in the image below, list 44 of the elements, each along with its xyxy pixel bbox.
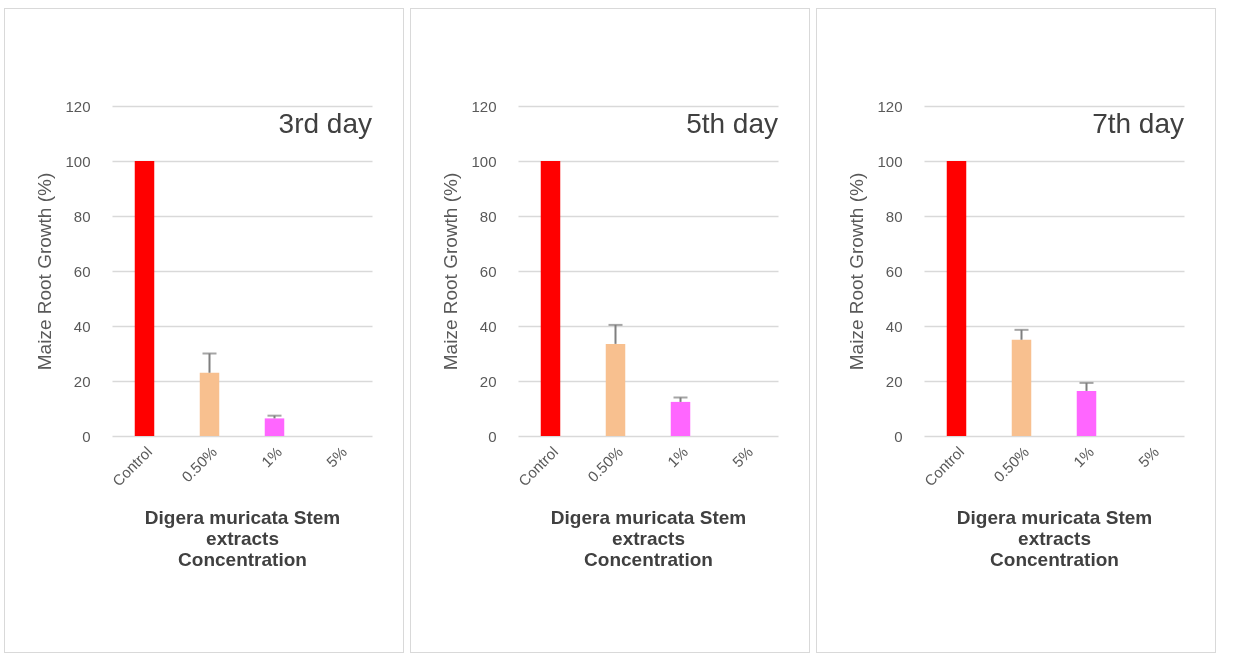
- y-tick-label: 40: [479, 317, 497, 335]
- y-tick-label: 120: [471, 97, 497, 115]
- y-axis-title: Maize Root Growth (%): [846, 172, 868, 371]
- x-tick-label: 1%: [1069, 443, 1098, 471]
- y-tick-label: 100: [471, 152, 497, 170]
- y-axis-title: Maize Root Growth (%): [34, 172, 56, 371]
- y-tick-label: 100: [877, 152, 903, 170]
- y-tick-label: 60: [885, 262, 903, 280]
- x-tick-label: 1%: [257, 443, 286, 471]
- x-tick-label: 1%: [663, 443, 692, 471]
- x-axis-title: Digera muricata Stem extracts Concentration: [144, 507, 341, 571]
- chart-title: 5th day: [686, 108, 778, 139]
- bar: [946, 161, 967, 436]
- chart-title: 7th day: [1092, 108, 1184, 139]
- x-tick-label: 5%: [322, 443, 351, 471]
- x-tick-label: 5%: [1134, 443, 1163, 471]
- bar: [540, 161, 561, 436]
- bar: [1011, 339, 1032, 436]
- bar: [1076, 390, 1097, 436]
- y-tick-label: 40: [73, 317, 91, 335]
- y-tick-label: 40: [885, 317, 903, 335]
- y-tick-label: 120: [877, 97, 903, 115]
- bar: [199, 372, 220, 436]
- y-tick-label: 60: [73, 262, 91, 280]
- x-axis-title: Digera muricata Stem extracts Concentration: [550, 507, 747, 571]
- bar: [264, 418, 285, 436]
- y-tick-label: 80: [885, 207, 903, 225]
- y-tick-label: 60: [479, 262, 497, 280]
- y-axis-title: Maize Root Growth (%): [440, 172, 462, 371]
- y-tick-label: 0: [894, 427, 903, 445]
- y-tick-label: 0: [488, 427, 497, 445]
- y-tick-label: 0: [82, 427, 91, 445]
- y-tick-label: 20: [73, 372, 91, 390]
- y-tick-label: 80: [479, 207, 497, 225]
- y-tick-label: 20: [479, 372, 497, 390]
- y-tick-label: 80: [73, 207, 91, 225]
- y-tick-label: 100: [65, 152, 91, 170]
- chart-title: 3rd day: [278, 108, 372, 139]
- bar: [605, 343, 626, 436]
- x-tick-label: 5%: [728, 443, 757, 471]
- bar: [134, 161, 155, 436]
- y-tick-label: 120: [65, 97, 91, 115]
- x-axis-title: Digera muricata Stem extracts Concentration: [956, 507, 1153, 571]
- y-tick-label: 20: [885, 372, 903, 390]
